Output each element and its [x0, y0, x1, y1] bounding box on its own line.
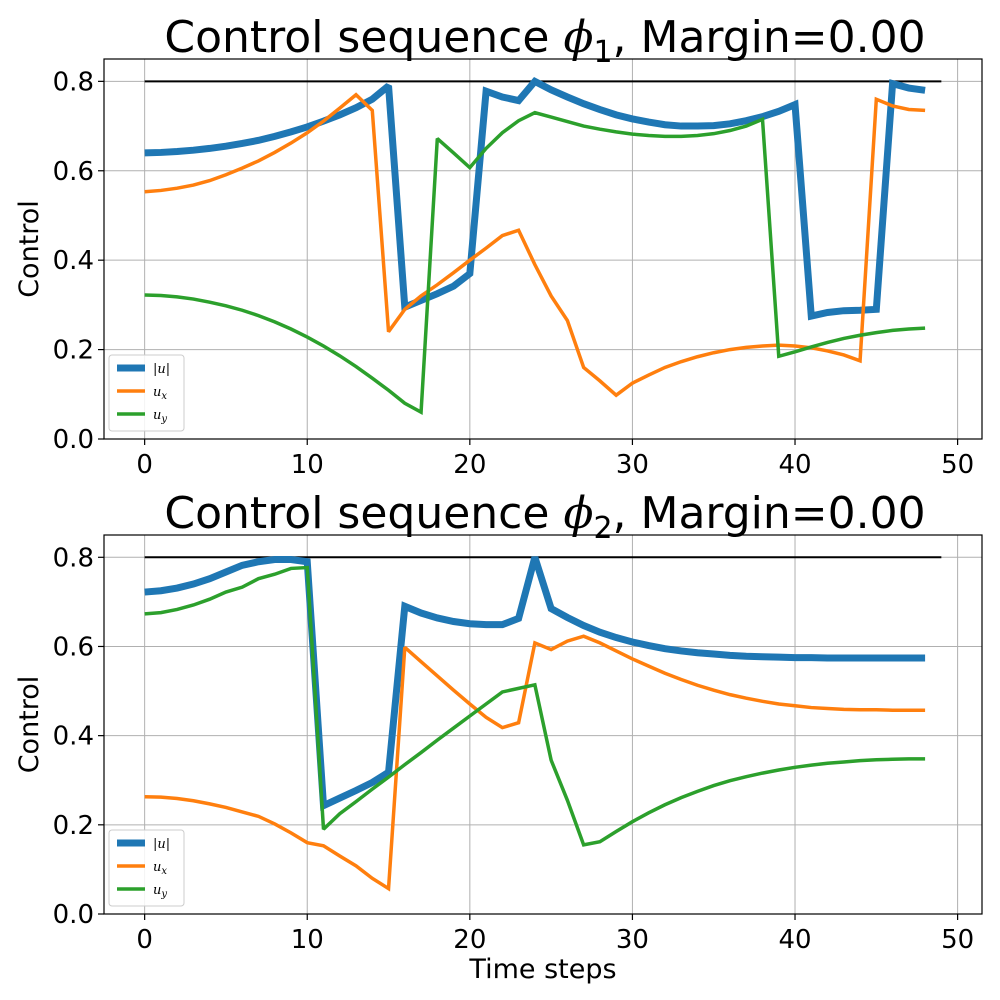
x-tick-label: 30	[616, 450, 649, 480]
chart-panel-1: 0 10 20 30 40 50 0.0 0.2 0.4 0.6 0.8 Control Control…	[14, 12, 983, 480]
legend-label: ux	[153, 860, 167, 877]
x-tick-label: 20	[453, 450, 486, 480]
x-tick-label: 0	[136, 450, 153, 480]
legend-label-main: u	[153, 883, 161, 898]
legend-label-main: |u|	[153, 362, 170, 377]
legend-label: |u|	[153, 837, 170, 852]
y-tick-label: 0.6	[53, 157, 94, 187]
series-line-u	[144, 76, 926, 321]
y-axis-label: Control	[14, 676, 45, 774]
x-tick-label: 0	[136, 925, 153, 955]
title-tail: , Margin=0.00	[613, 488, 926, 539]
y-tick-label: 0.6	[53, 632, 94, 662]
title-subscript: 2	[593, 511, 612, 546]
y-tick-label: 0.8	[53, 67, 94, 97]
x-tick-label: 20	[453, 925, 486, 955]
legend-box	[108, 354, 185, 432]
legend-label-sub: x	[161, 391, 167, 402]
legend-label-sub: y	[160, 889, 167, 900]
legend-label: |u|	[153, 362, 170, 377]
legend-box	[108, 829, 185, 907]
y-tick-label: 0.0	[53, 900, 94, 930]
chart-panel-2: 0 10 20 30 40 50 0.0 0.2 0.4 0.6 0.8 Control Time st…	[14, 488, 983, 985]
legend-label-main: u	[153, 860, 161, 875]
x-tick-label: 50	[941, 450, 974, 480]
legend-label: uy	[153, 883, 167, 900]
x-tick-label: 30	[616, 925, 649, 955]
title-symbol: ϕ	[563, 12, 593, 63]
x-tick-label: 10	[291, 925, 324, 955]
chart-title: Control sequence ϕ1, Margin=0.00	[164, 12, 925, 70]
series-line-u	[144, 556, 926, 811]
series-line-ux	[144, 634, 926, 892]
x-tick-label: 10	[291, 450, 324, 480]
legend-label-main: u	[153, 408, 161, 423]
axes-frame	[103, 534, 983, 915]
y-tick-label: 0.0	[53, 425, 94, 455]
legend-label-main: |u|	[153, 837, 170, 852]
legend-label-sub: y	[160, 414, 167, 425]
series-line-uy	[144, 110, 926, 416]
legend-label: ux	[153, 385, 167, 402]
axes-frame	[103, 58, 983, 440]
x-axis-label: Time steps	[468, 954, 616, 985]
chart-title: Control sequence ϕ2, Margin=0.00	[164, 488, 925, 546]
series-line-ux	[144, 92, 926, 398]
title-symbol: ϕ	[563, 488, 593, 539]
x-tick-label: 40	[778, 450, 811, 480]
title-subscript: 1	[593, 35, 612, 70]
legend-label-sub: x	[161, 866, 167, 877]
title-text: Control sequence	[164, 488, 563, 539]
y-tick-label: 0.2	[53, 336, 94, 366]
x-tick-label: 40	[778, 925, 811, 955]
y-tick-label: 0.4	[53, 722, 94, 752]
title-text: Control sequence	[164, 12, 563, 63]
y-tick-label: 0.4	[53, 246, 94, 276]
legend-label: uy	[153, 408, 167, 425]
y-tick-label: 0.2	[53, 811, 94, 841]
x-tick-label: 50	[941, 925, 974, 955]
title-tail: , Margin=0.00	[613, 12, 926, 63]
legend-label-main: u	[153, 385, 161, 400]
series-line-uy	[144, 565, 926, 847]
y-tick-label: 0.8	[53, 543, 94, 573]
y-axis-label: Control	[14, 200, 45, 298]
